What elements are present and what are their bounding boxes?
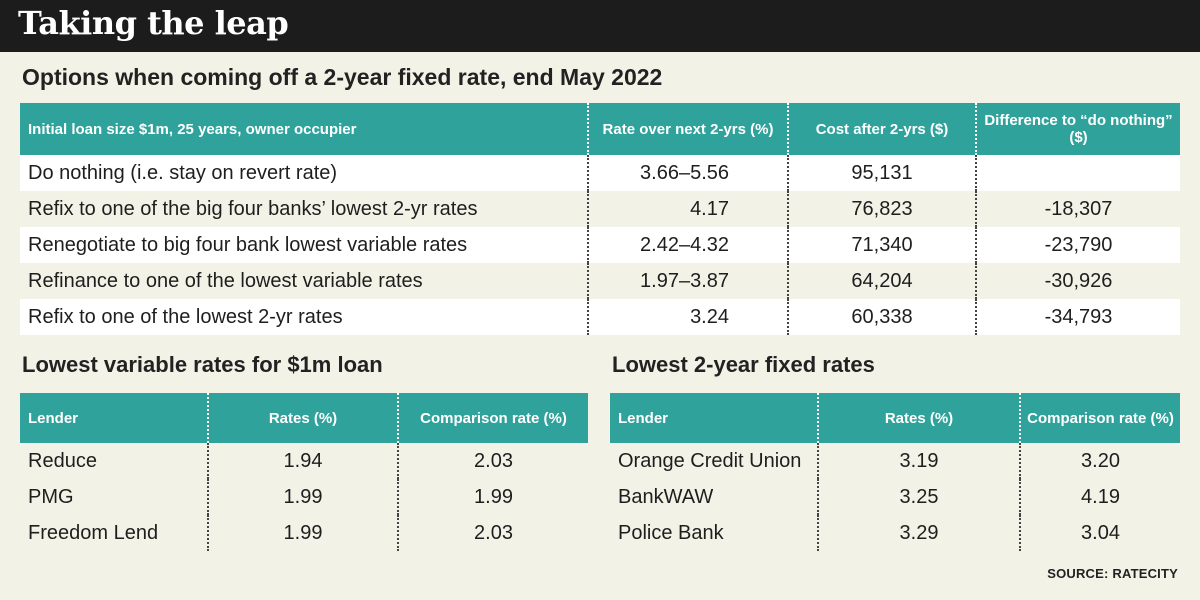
column-header-option: Initial loan size $1m, 25 years, owner o… xyxy=(20,103,589,155)
column-header-lender: Lender xyxy=(610,393,819,443)
table-row: Refix to one of the big four banks’ lowe… xyxy=(20,191,1180,227)
rate-cell: 1.97–3.87 xyxy=(588,263,789,299)
comparison-cell: 1.99 xyxy=(474,485,513,508)
table-row: Refix to one of the lowest 2-yr rates 3.… xyxy=(20,299,1180,335)
table-row: Orange Credit Union 3.19 3.20 xyxy=(610,443,1180,479)
cost-cell: 64,204 xyxy=(788,263,977,299)
table-row: Renegotiate to big four bank lowest vari… xyxy=(20,227,1180,263)
option-cell: Refinance to one of the lowest variable … xyxy=(20,263,589,299)
lender-cell: Freedom Lend xyxy=(20,515,209,551)
column-header-comparison: Comparison rate (%) xyxy=(1020,393,1180,443)
rate-cell: 2.42–4.32 xyxy=(588,227,789,263)
table-row: Refinance to one of the lowest variable … xyxy=(20,263,1180,299)
column-header-rate: Rate over next 2-yrs (%) xyxy=(588,103,789,155)
fixed-rates-table: Lender Rates (%) Comparison rate (%) Ora… xyxy=(610,393,1180,551)
comparison-cell: 3.04 xyxy=(1081,521,1120,544)
comparison-cell: 2.03 xyxy=(474,449,513,472)
cost-cell: 95,131 xyxy=(788,155,977,191)
rate-cell: 3.25 xyxy=(818,479,1021,515)
difference-cell xyxy=(976,155,1180,191)
column-header-cost: Cost after 2-yrs ($) xyxy=(788,103,977,155)
rate-cell: 1.94 xyxy=(208,443,399,479)
table-row: Reduce 1.94 2.03 xyxy=(20,443,588,479)
difference-cell: -23,790 xyxy=(976,227,1180,263)
page-subtitle: Options when coming off a 2-year fixed r… xyxy=(22,64,663,90)
page-title: Taking the leap xyxy=(18,4,289,42)
options-table-header: Initial loan size $1m, 25 years, owner o… xyxy=(20,103,1180,155)
rate-cell: 3.29 xyxy=(818,515,1021,551)
cost-cell: 60,338 xyxy=(788,299,977,335)
option-cell: Renegotiate to big four bank lowest vari… xyxy=(20,227,589,263)
option-cell: Do nothing (i.e. stay on revert rate) xyxy=(20,155,589,191)
source-credit: SOURCE: RATECITY xyxy=(1047,566,1178,581)
rate-cell: 3.24 xyxy=(588,299,789,335)
rate-cell: 1.99 xyxy=(208,515,399,551)
difference-cell: -18,307 xyxy=(976,191,1180,227)
option-cell: Refix to one of the lowest 2-yr rates xyxy=(20,299,589,335)
lender-cell: BankWAW xyxy=(610,479,819,515)
column-header-lender: Lender xyxy=(20,393,209,443)
cost-cell: 71,340 xyxy=(788,227,977,263)
lender-cell: Reduce xyxy=(20,443,209,479)
option-cell: Refix to one of the big four banks’ lowe… xyxy=(20,191,589,227)
column-header-comparison: Comparison rate (%) xyxy=(398,393,588,443)
title-bar: Taking the leap xyxy=(0,0,1200,52)
difference-cell: -30,926 xyxy=(976,263,1180,299)
fixed-rates-title: Lowest 2-year fixed rates xyxy=(612,352,875,377)
table-row: Freedom Lend 1.99 2.03 xyxy=(20,515,588,551)
lender-cell: PMG xyxy=(20,479,209,515)
comparison-cell: 2.03 xyxy=(474,521,513,544)
column-header-difference: Difference to “do nothing” ($) xyxy=(976,103,1180,155)
lender-cell: Police Bank xyxy=(610,515,819,551)
variable-table-header: Lender Rates (%) Comparison rate (%) xyxy=(20,393,588,443)
column-header-rates: Rates (%) xyxy=(208,393,399,443)
rate-cell: 3.19 xyxy=(818,443,1021,479)
rate-cell: 4.17 xyxy=(588,191,789,227)
fixed-table-header: Lender Rates (%) Comparison rate (%) xyxy=(610,393,1180,443)
rate-cell: 3.66–5.56 xyxy=(588,155,789,191)
variable-rates-title: Lowest variable rates for $1m loan xyxy=(22,352,383,377)
table-row: Do nothing (i.e. stay on revert rate) 3.… xyxy=(20,155,1180,191)
cost-cell: 76,823 xyxy=(788,191,977,227)
table-row: PMG 1.99 1.99 xyxy=(20,479,588,515)
column-header-rates: Rates (%) xyxy=(818,393,1021,443)
comparison-cell: 3.20 xyxy=(1081,449,1120,472)
table-row: Police Bank 3.29 3.04 xyxy=(610,515,1180,551)
comparison-cell: 4.19 xyxy=(1081,485,1120,508)
rate-cell: 1.99 xyxy=(208,479,399,515)
variable-rates-table: Lender Rates (%) Comparison rate (%) Red… xyxy=(20,393,588,551)
lender-cell: Orange Credit Union xyxy=(610,443,819,479)
difference-cell: -34,793 xyxy=(976,299,1180,335)
table-row: BankWAW 3.25 4.19 xyxy=(610,479,1180,515)
options-table: Initial loan size $1m, 25 years, owner o… xyxy=(20,103,1180,335)
